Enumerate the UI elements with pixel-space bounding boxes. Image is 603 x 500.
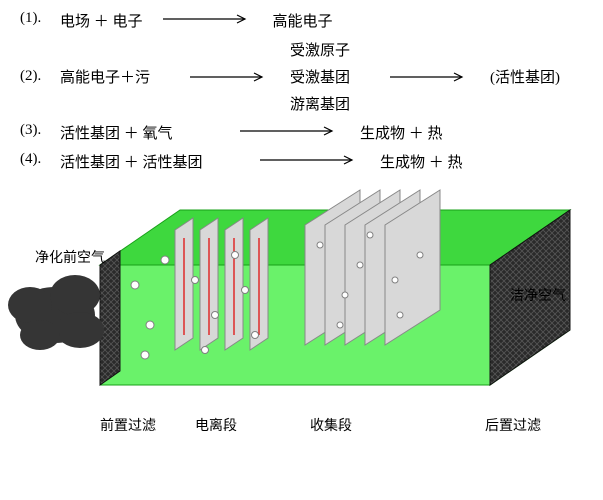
label-prefilter: 前置过滤	[100, 415, 156, 435]
eq-mid-item: 受激原子	[290, 39, 370, 60]
arrow-icon	[163, 10, 253, 27]
collection-plates	[305, 190, 440, 345]
equation-2: (2). 高能电子＋污 受激原子 受激基团 游离基团 (活性基团)	[20, 39, 583, 114]
arrow-icon	[240, 122, 340, 139]
eq-left: 电场 ＋ 电子	[60, 10, 143, 31]
equations-block: (1). 电场 ＋ 电子 高能电子 (2). 高能电子＋污 受激原子 受激基团 …	[0, 0, 603, 185]
eq-mid-item: 受激基团	[290, 66, 370, 87]
arrow-icon	[260, 151, 360, 168]
arrow-icon	[190, 68, 270, 85]
eq-right: 生成物 ＋ 热	[380, 151, 463, 172]
eq-left: 活性基团 ＋ 活性基团	[60, 151, 240, 172]
equation-1: (1). 电场 ＋ 电子 高能电子	[20, 10, 583, 31]
eq-right: 高能电子	[273, 10, 333, 31]
eq-number: (4).	[20, 151, 60, 168]
eq-left: 高能电子＋污	[60, 66, 170, 87]
arrow-icon	[390, 68, 470, 85]
smoke-cloud-icon	[8, 275, 104, 350]
eq-number: (2).	[20, 68, 60, 85]
label-ionize: 电离段	[195, 415, 237, 435]
label-postfilter: 后置过滤	[485, 415, 541, 435]
eq-mid-item: 游离基团	[290, 93, 370, 114]
label-outlet: 洁净空气	[510, 285, 566, 305]
eq-number: (3).	[20, 122, 60, 139]
label-collect: 收集段	[310, 415, 352, 435]
eq-right: (活性基团)	[490, 66, 560, 87]
eq-mid-stack: 受激原子 受激基团 游离基团	[290, 39, 370, 114]
eq-left: 活性基团 ＋ 氧气	[60, 122, 220, 143]
label-inlet: 净化前空气	[35, 247, 105, 267]
eq-number: (1).	[20, 10, 60, 27]
purifier-diagram: 净化前空气 洁净空气 前置过滤 电离段 收集段 后置过滤	[0, 185, 603, 455]
eq-right: 生成物 ＋ 热	[360, 122, 443, 143]
equation-3: (3). 活性基团 ＋ 氧气 生成物 ＋ 热	[20, 122, 583, 143]
equation-4: (4). 活性基团 ＋ 活性基团 生成物 ＋ 热	[20, 151, 583, 172]
